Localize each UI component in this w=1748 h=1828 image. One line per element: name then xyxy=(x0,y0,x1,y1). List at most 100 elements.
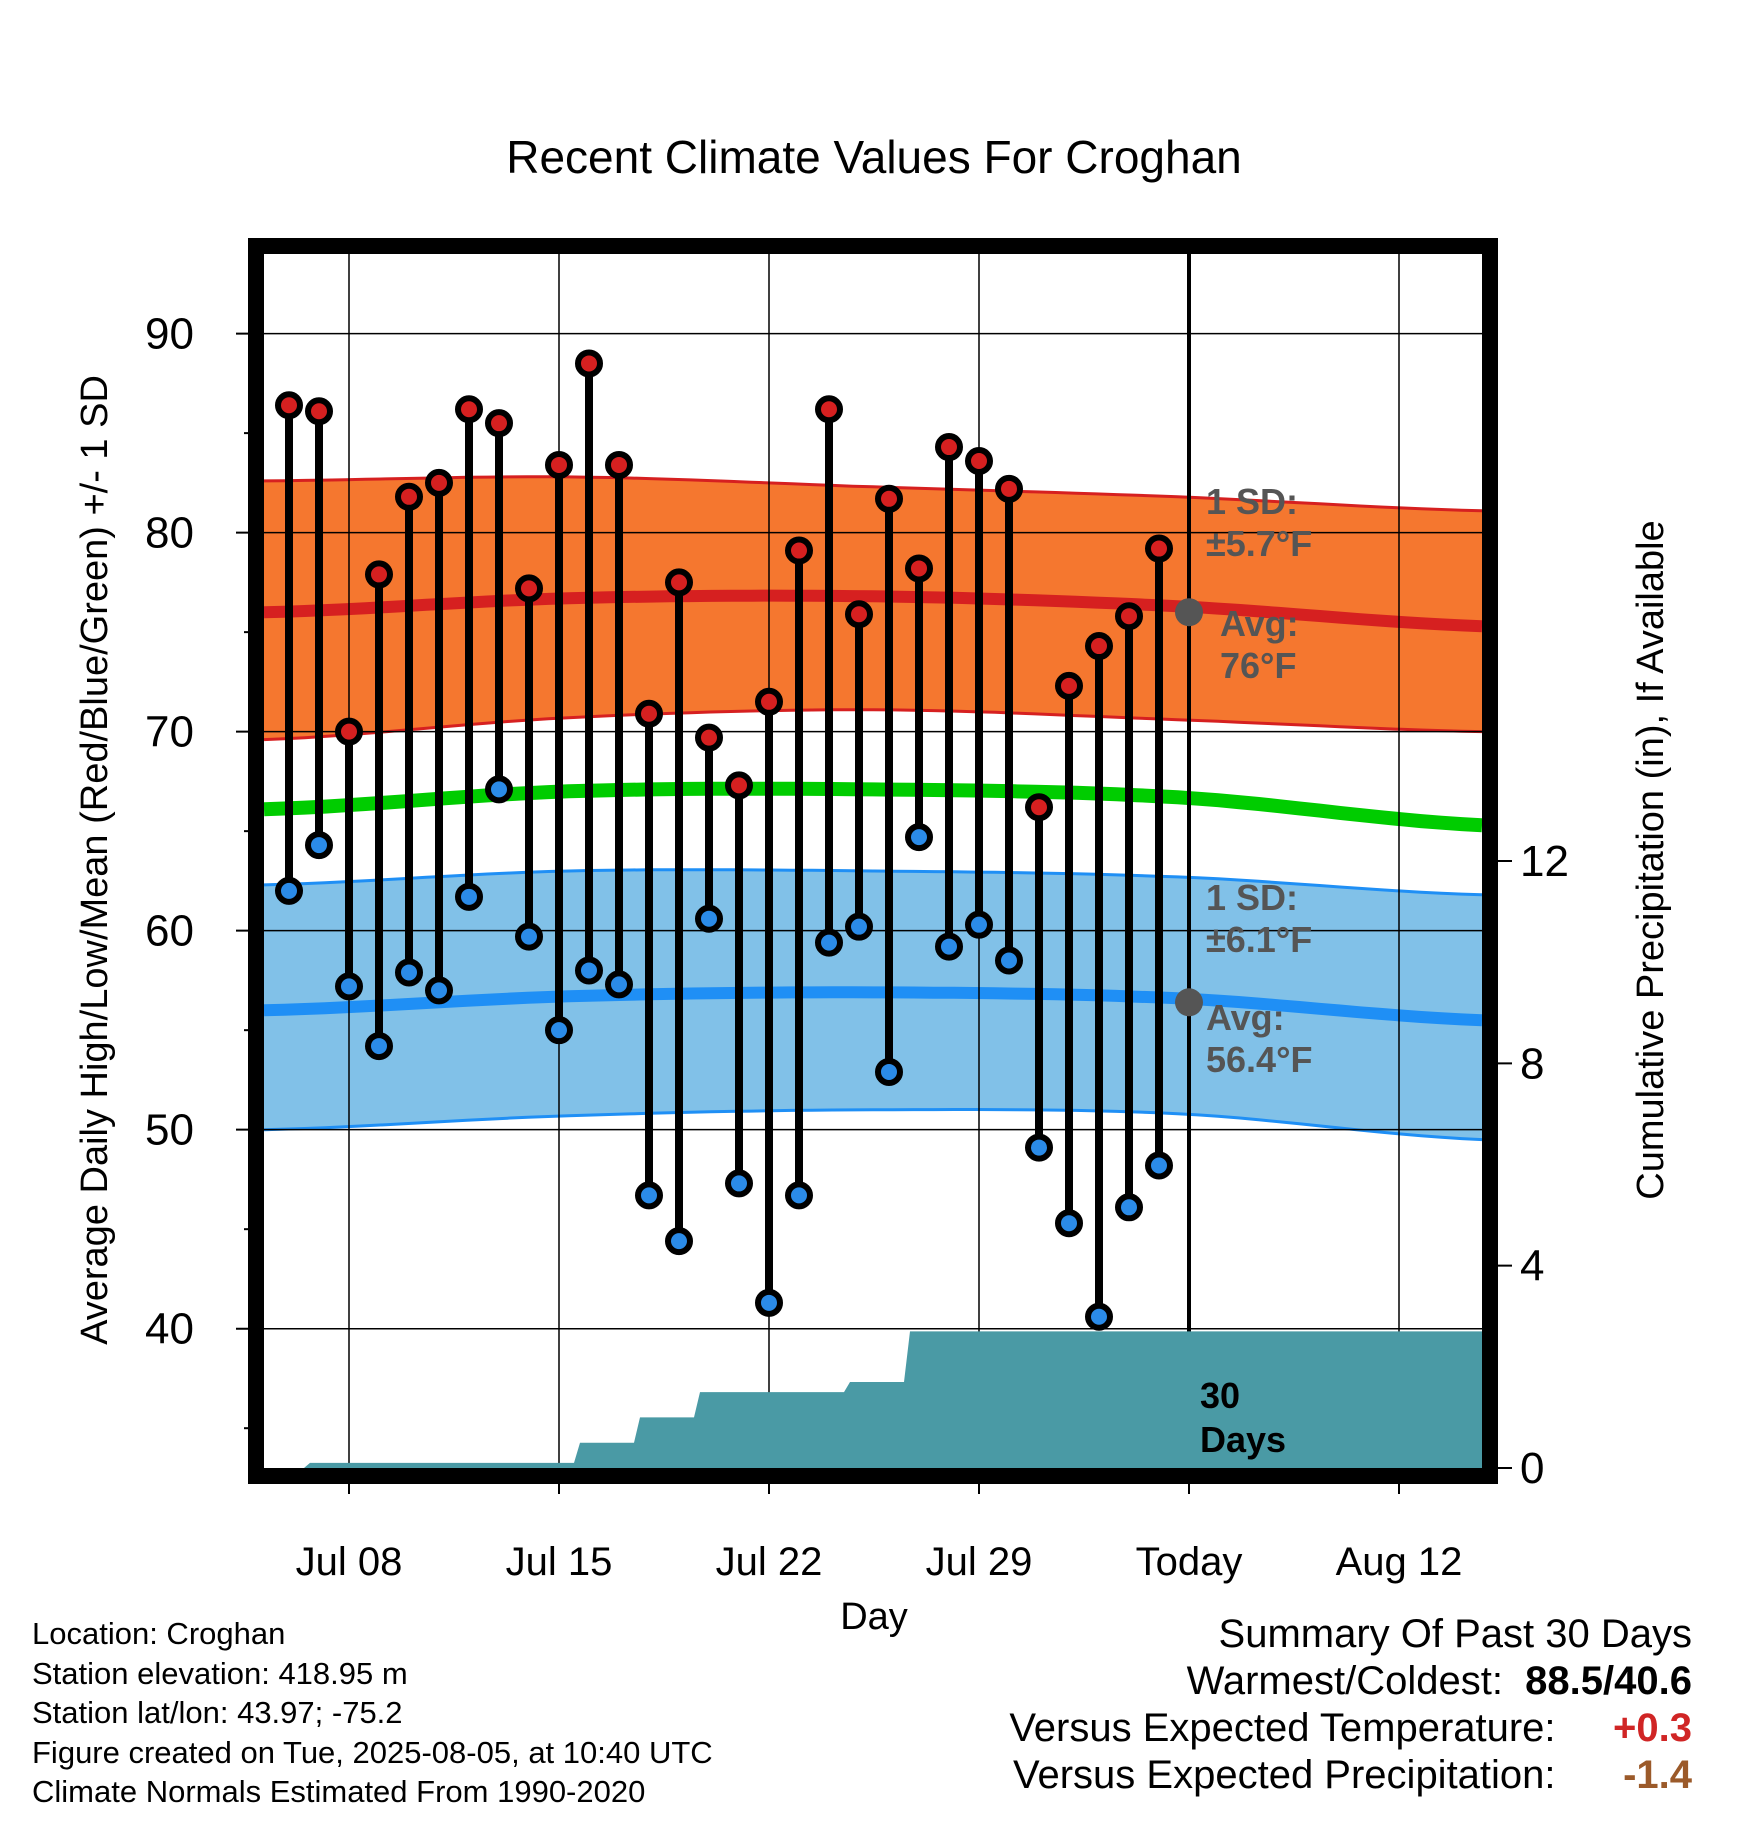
low-point xyxy=(905,823,933,852)
x-tick-label: Jul 08 xyxy=(296,1540,403,1584)
low-point xyxy=(935,932,963,961)
low-point xyxy=(545,1016,573,1045)
high-point xyxy=(815,395,843,424)
summary-precip: Versus Expected Precipitation: -1.4 xyxy=(1009,1752,1692,1799)
summary-title: Summary Of Past 30 Days xyxy=(1218,1612,1692,1656)
low-point xyxy=(365,1032,393,1061)
x-tick-label: Jul 29 xyxy=(926,1540,1033,1584)
high-sd-value: ±5.7°F xyxy=(1206,523,1312,564)
low-point xyxy=(605,970,633,999)
station-info: Location: Croghan Station elevation: 418… xyxy=(32,1614,713,1812)
low-point xyxy=(755,1288,783,1317)
low-point xyxy=(485,775,513,804)
high-point xyxy=(1025,793,1053,822)
high-point xyxy=(935,433,963,462)
high-point xyxy=(665,568,693,597)
today-low-normal-dot xyxy=(1175,988,1203,1017)
low-point xyxy=(695,904,723,933)
high-point xyxy=(575,349,603,378)
high-avg-value: 76°F xyxy=(1220,645,1296,686)
low-point xyxy=(455,882,483,911)
low-point xyxy=(665,1227,693,1256)
high-point xyxy=(395,482,423,511)
y-right-tick-label: 12 xyxy=(1520,837,1569,886)
low-point xyxy=(965,910,993,939)
y-left-tick-label: 80 xyxy=(145,509,194,558)
x-tick-label: Aug 12 xyxy=(1336,1540,1463,1584)
high-point xyxy=(305,397,333,426)
low-point xyxy=(425,976,453,1005)
low-point xyxy=(1055,1209,1083,1238)
temp-vs-expected-value: +0.3 xyxy=(1613,1706,1692,1750)
summary-panel: Summary Of Past 30 Days Warmest/Coldest:… xyxy=(1009,1611,1692,1799)
low-sd-value: ±6.1°F xyxy=(1206,919,1312,960)
x-axis-label: Day xyxy=(840,1596,908,1638)
low-point xyxy=(815,928,843,957)
latlon-text: Station lat/lon: 43.97; -75.2 xyxy=(32,1695,403,1730)
high-sd-band xyxy=(264,476,1482,740)
low-sd-band-lower-edge xyxy=(264,1108,1482,1142)
low-point xyxy=(575,956,603,985)
precip-layer xyxy=(264,1331,1482,1468)
high-point xyxy=(875,484,903,513)
summary-warm-cold: Warmest/Coldest: 88.5/40.6 xyxy=(1009,1658,1692,1705)
y-left-tick-label: 70 xyxy=(145,708,194,757)
low-point xyxy=(275,876,303,905)
precip-vs-expected-value: -1.4 xyxy=(1623,1753,1692,1797)
low-point xyxy=(635,1181,663,1210)
low-point xyxy=(785,1181,813,1210)
low-point xyxy=(1145,1151,1173,1180)
low-point xyxy=(725,1169,753,1198)
high-point xyxy=(1085,632,1113,661)
created-text: Figure created on Tue, 2025-08-05, at 10… xyxy=(32,1734,713,1770)
high-point xyxy=(605,450,633,479)
high-point xyxy=(755,687,783,716)
high-point xyxy=(785,536,813,565)
high-point xyxy=(1115,602,1143,631)
high-sd-label: 1 SD: xyxy=(1206,481,1298,522)
warm-cold-value: 88.5/40.6 xyxy=(1525,1659,1692,1703)
plot-area xyxy=(264,254,1482,1468)
low-point xyxy=(395,958,423,987)
high-point xyxy=(1145,534,1173,563)
precip-days-count: 30 xyxy=(1200,1375,1240,1416)
low-point xyxy=(515,922,543,951)
x-tick-label: Today xyxy=(1136,1540,1243,1584)
precip-days-label: Days xyxy=(1200,1419,1286,1460)
elevation-text: Station elevation: 418.95 m xyxy=(32,1655,408,1691)
low-point xyxy=(845,912,873,941)
y-right-tick-label: 0 xyxy=(1520,1444,1544,1493)
low-avg-label: Avg: xyxy=(1206,997,1285,1038)
annotations-layer: 1 SD: ±5.7°F Avg: 76°F 1 SD: ±6.1°F Avg:… xyxy=(1175,481,1312,1460)
high-point xyxy=(725,771,753,800)
high-point xyxy=(905,554,933,583)
low-point xyxy=(995,946,1023,975)
high-avg-label: Avg: xyxy=(1220,603,1299,644)
high-point xyxy=(695,723,723,752)
low-point xyxy=(1085,1302,1113,1331)
high-point xyxy=(1055,671,1083,700)
daily-temperature-marks xyxy=(275,349,1173,1331)
low-point xyxy=(1115,1193,1143,1222)
low-sd-label: 1 SD: xyxy=(1206,877,1298,918)
low-avg-value: 56.4°F xyxy=(1206,1039,1312,1080)
y-left-tick-label: 40 xyxy=(145,1305,194,1354)
low-sd-band xyxy=(264,869,1482,1140)
y-left-tick-label: 60 xyxy=(145,907,194,956)
precip-area xyxy=(264,1331,1482,1468)
x-tick-label: Jul 15 xyxy=(506,1540,613,1584)
high-point xyxy=(455,395,483,424)
normals-period-text: Climate Normals Estimated From 1990-2020 xyxy=(32,1774,646,1809)
y-axis-left-label: Average Daily High/Low/Mean (Red/Blue/Gr… xyxy=(74,375,116,1345)
normals-layer xyxy=(264,475,1482,1142)
y-left-tick-label: 50 xyxy=(145,1106,194,1155)
high-point xyxy=(335,717,363,746)
summary-temp: Versus Expected Temperature: +0.3 xyxy=(1009,1705,1692,1752)
high-point xyxy=(425,468,453,497)
low-point xyxy=(335,972,363,1001)
precip-vs-expected-label: Versus Expected Precipitation: xyxy=(1013,1753,1556,1797)
axes: 40 50 60 70 80 90 0 4 8 12 Jul 08 Jul 15 Jul 22 Jul 2… xyxy=(145,310,1569,1584)
warm-cold-label: Warmest/Coldest: xyxy=(1186,1659,1503,1703)
high-point xyxy=(845,600,873,629)
